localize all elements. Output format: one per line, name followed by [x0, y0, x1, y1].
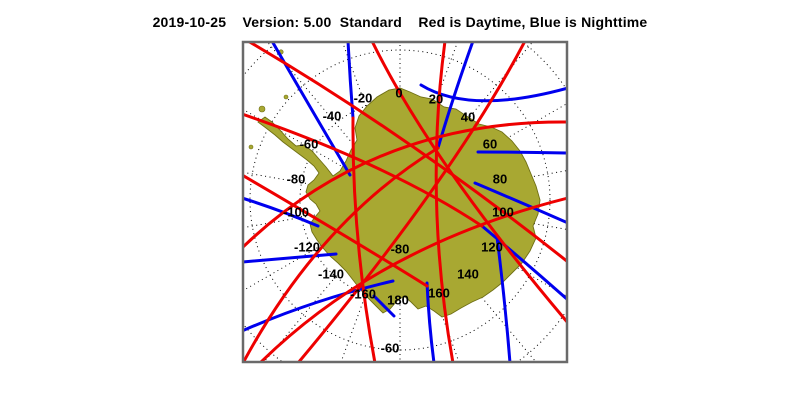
satellite-track-day: [434, 43, 455, 361]
longitude-label: 140: [457, 267, 479, 282]
latitude-label: -80: [391, 242, 410, 257]
longitude-label: 20: [429, 92, 443, 107]
figure-title: 2019-10-25 Version: 5.00 Standard Red is…: [152, 14, 648, 30]
satellite-track-night: [244, 279, 395, 332]
longitude-label: 60: [483, 137, 497, 152]
satellite-track-day: [244, 120, 566, 249]
satellite-track-day: [297, 43, 526, 361]
satellite-track-night: [346, 43, 355, 120]
longitude-label: 80: [493, 172, 507, 187]
plot-frame: [241, 40, 569, 364]
longitude-label: -120: [294, 240, 320, 255]
satellite-track-day: [244, 113, 484, 228]
track-layer: [244, 43, 566, 361]
land-layer: [248, 49, 541, 318]
satellite-track-night: [372, 294, 396, 318]
longitude-label: -40: [323, 109, 342, 124]
longitude-label: 120: [481, 240, 503, 255]
satellite-track-day: [351, 116, 377, 361]
longitude-label: 40: [461, 110, 475, 125]
longitude-label: -20: [354, 91, 373, 106]
satellite-track-night: [271, 43, 352, 177]
latitude-label: -60: [381, 341, 400, 356]
longitude-label: 160: [428, 286, 450, 301]
satellite-track-night: [425, 281, 436, 361]
longitude-label: 0: [395, 86, 402, 101]
antarctica-landmass: [257, 87, 541, 318]
satellite-track-day: [248, 43, 566, 263]
longitude-label: 100: [492, 205, 514, 220]
island: [248, 144, 254, 150]
satellite-track-day: [371, 43, 566, 323]
island: [283, 94, 289, 100]
longitude-label: -140: [318, 267, 344, 282]
satellite-track-day: [259, 196, 566, 361]
longitude-label: -60: [300, 137, 319, 152]
longitude-label: 180: [387, 293, 409, 308]
satellite-track-night: [244, 197, 320, 228]
satellite-track-night: [495, 235, 512, 361]
satellite-track-night: [473, 181, 566, 224]
satellite-track-day: [244, 146, 440, 361]
latitude-circle: [249, 49, 551, 351]
satellite-track-day: [244, 174, 429, 288]
satellite-track-night: [419, 83, 566, 103]
longitude-label: -100: [283, 205, 309, 220]
satellite-track-night: [480, 224, 566, 301]
satellite-track-night: [476, 150, 566, 155]
island: [258, 105, 266, 113]
longitude-label: -80: [287, 172, 306, 187]
satellite-track-night: [244, 252, 338, 264]
longitude-label: -160: [350, 287, 376, 302]
